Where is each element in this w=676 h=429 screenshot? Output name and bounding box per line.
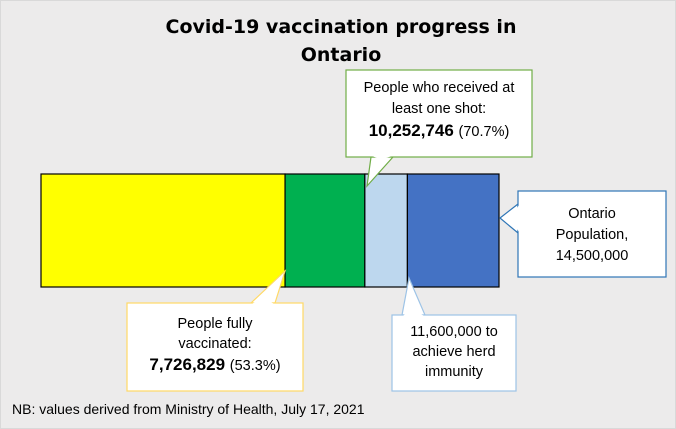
callout-fully-vaccinated-line-1: People fully	[178, 316, 254, 332]
callout-herd-immunity: 11,600,000 to achieve herd immunity	[391, 275, 517, 392]
callout-population-line-1: Ontario	[568, 206, 616, 222]
bar-segment-one-shot	[284, 173, 366, 288]
callout-herd-immunity-box	[391, 314, 517, 392]
callout-one-shot: People who received at least one shot: 10,…	[345, 69, 533, 188]
callout-fully-vaccinated-value: 7,726,829 (53.3%)	[149, 355, 280, 374]
callout-one-shot-box	[345, 69, 533, 158]
callout-fully-vaccinated: People fully vaccinated: 7,726,829 (53.3%)	[126, 268, 304, 392]
callout-one-shot-line-1: People who received at	[364, 80, 515, 96]
chart-title: Covid-19 vaccination progress in Ontario	[111, 13, 571, 69]
title-line-1: Covid-19 vaccination progress in	[165, 16, 517, 38]
footnote: NB: values derived from Ministry of Heal…	[12, 401, 365, 417]
bar-segment-fully-vaccinated	[40, 173, 286, 288]
title-line-2: Ontario	[300, 44, 382, 66]
callout-population-pointer	[499, 202, 519, 235]
callout-herd-immunity-line-1: 11,600,000 to	[410, 324, 498, 340]
callout-one-shot-line-2: least one shot:	[392, 101, 486, 117]
callout-fully-vaccinated-box	[126, 302, 304, 392]
callout-population-line-3: 14,500,000	[556, 248, 629, 264]
callout-population-box	[517, 190, 667, 278]
callout-herd-immunity-line-2: achieve herd	[412, 344, 495, 360]
callout-fully-vaccinated-line-2: vaccinated:	[178, 336, 251, 352]
bar-segment-herd-immunity	[364, 173, 409, 288]
callout-population: Ontario Population, 14,500,000	[499, 190, 667, 278]
callout-one-shot-value: 10,252,746 (70.7%)	[369, 121, 510, 140]
callout-population-line-2: Population,	[556, 227, 629, 243]
callout-herd-immunity-line-3: immunity	[425, 364, 484, 380]
bar-segment-population	[406, 173, 500, 288]
